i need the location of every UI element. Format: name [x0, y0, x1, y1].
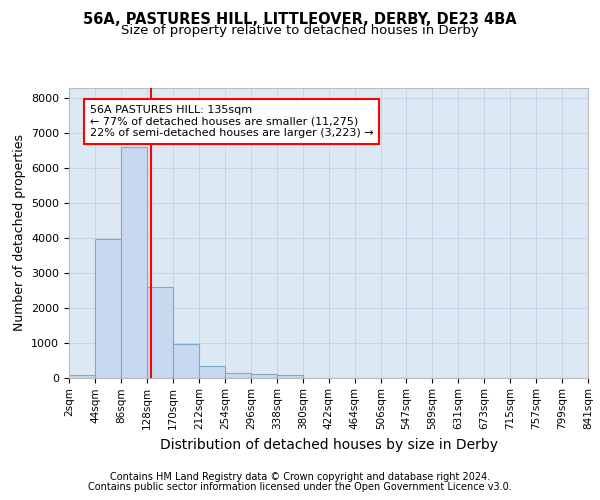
Text: 56A PASTURES HILL: 135sqm
← 77% of detached houses are smaller (11,275)
22% of s: 56A PASTURES HILL: 135sqm ← 77% of detac… [90, 105, 374, 138]
Text: Contains HM Land Registry data © Crown copyright and database right 2024.: Contains HM Land Registry data © Crown c… [110, 472, 490, 482]
Bar [251, 374, 277, 378]
Bar [173, 344, 199, 378]
Bar [95, 238, 121, 378]
Bar [225, 373, 251, 378]
Bar [121, 147, 147, 378]
Bar [147, 286, 173, 378]
Text: Contains public sector information licensed under the Open Government Licence v3: Contains public sector information licen… [88, 482, 512, 492]
Y-axis label: Number of detached properties: Number of detached properties [13, 134, 26, 331]
X-axis label: Distribution of detached houses by size in Derby: Distribution of detached houses by size … [160, 438, 497, 452]
Text: 56A, PASTURES HILL, LITTLEOVER, DERBY, DE23 4BA: 56A, PASTURES HILL, LITTLEOVER, DERBY, D… [83, 12, 517, 28]
Bar [277, 374, 303, 378]
Bar [69, 375, 95, 378]
Text: Size of property relative to detached houses in Derby: Size of property relative to detached ho… [121, 24, 479, 37]
Bar [199, 366, 225, 378]
